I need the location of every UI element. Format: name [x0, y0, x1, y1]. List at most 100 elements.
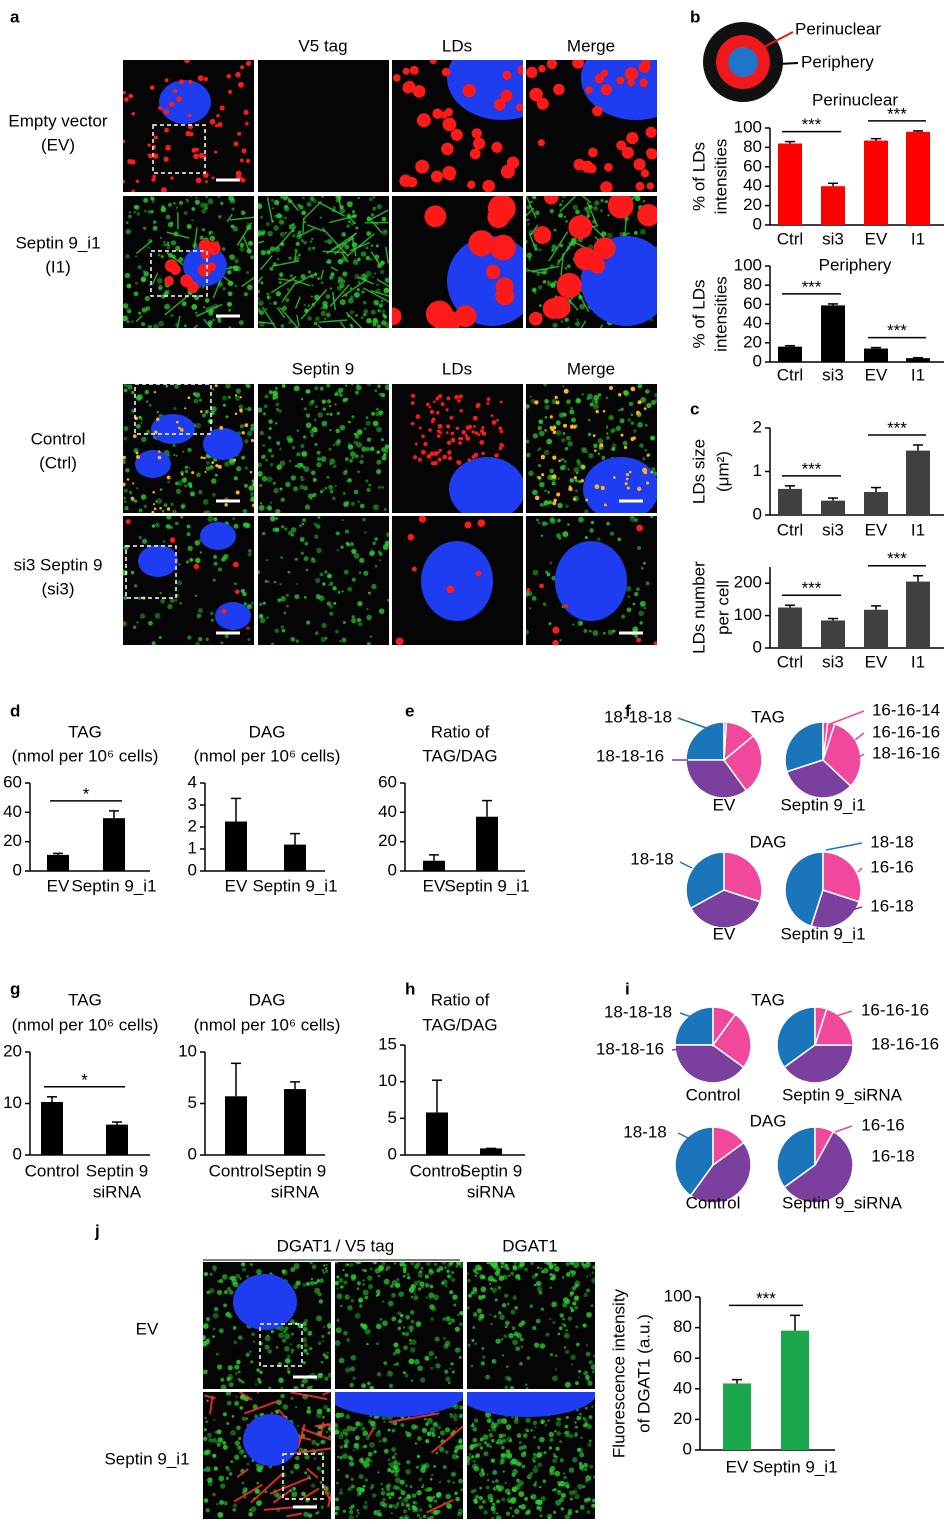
lipid-droplet [200, 250, 211, 260]
green-signal [491, 1287, 497, 1294]
green-signal [371, 583, 377, 590]
y-axis-label: per cell [713, 580, 732, 635]
green-signal [630, 421, 635, 425]
green-signal [203, 1436, 208, 1441]
green-signal [153, 324, 159, 328]
green-signal [473, 1498, 478, 1503]
green-signal [642, 561, 646, 565]
green-signal [151, 641, 156, 645]
lipid-droplet [494, 453, 499, 458]
green-signal [504, 1293, 509, 1298]
green-signal [482, 1499, 486, 1504]
lipid-droplet [414, 442, 418, 446]
green-fiber [293, 250, 298, 263]
pie-slice [674, 1126, 714, 1197]
green-signal [431, 1473, 434, 1477]
green-signal [520, 1345, 524, 1349]
green-signal [370, 1483, 375, 1489]
lipid-droplet [446, 424, 451, 429]
green-signal [235, 1395, 238, 1399]
green-signal [572, 204, 578, 211]
micro-image [123, 196, 254, 328]
micro-image [392, 196, 523, 328]
green-signal [570, 1363, 573, 1366]
lipid-droplet [462, 83, 476, 98]
green-signal [536, 273, 540, 276]
bar [821, 500, 845, 515]
green-signal [513, 1262, 518, 1265]
green-signal [320, 456, 327, 462]
green-signal [320, 196, 324, 198]
green-signal [563, 1324, 567, 1328]
chart-title: Periphery [819, 255, 892, 274]
green-signal [584, 1406, 588, 1410]
green-signal [252, 1340, 255, 1343]
green-signal [220, 1377, 225, 1382]
green-signal [578, 1376, 581, 1379]
lipid-droplet [636, 524, 643, 532]
y-tick-label: 5 [388, 1108, 397, 1127]
lipid-droplet [553, 83, 565, 96]
y-tick-label: 15 [378, 1034, 397, 1053]
y-tick-label: 20 [378, 831, 397, 850]
green-signal [654, 392, 657, 398]
green-fiber [165, 243, 170, 246]
green-signal [208, 311, 214, 316]
green-signal [360, 316, 364, 320]
pie-slice [822, 851, 862, 903]
lipid-droplet [627, 78, 635, 87]
green-signal [320, 307, 323, 310]
green-signal [213, 1306, 219, 1312]
green-signal [221, 1274, 228, 1280]
lipid-droplet [203, 456, 206, 460]
lipid-droplet [252, 483, 254, 487]
green-signal [173, 453, 176, 457]
green-signal [340, 545, 344, 549]
green-signal [222, 395, 228, 401]
green-signal [322, 488, 325, 491]
leader-line [677, 717, 713, 731]
green-signal [273, 580, 277, 584]
green-signal [516, 1433, 522, 1438]
green-signal [525, 1383, 528, 1386]
green-signal [609, 531, 615, 536]
green-signal [302, 1326, 308, 1332]
lipid-droplet [429, 451, 435, 457]
green-signal [398, 1291, 404, 1297]
green-signal [300, 274, 306, 280]
green-fiber [320, 269, 325, 280]
green-signal [460, 1488, 463, 1492]
lipid-droplet [147, 143, 151, 147]
green-signal [480, 1286, 487, 1293]
y-axis-label: intensities [711, 276, 730, 352]
green-signal [227, 291, 233, 297]
green-signal [501, 1446, 505, 1450]
lipid-droplet [479, 440, 485, 445]
green-signal [256, 1500, 262, 1506]
green-signal [273, 301, 277, 305]
green-signal [278, 280, 282, 284]
green-signal [315, 316, 320, 321]
green-fiber [266, 197, 274, 223]
lipid-droplet [498, 446, 503, 451]
lipid-droplet [234, 589, 240, 595]
green-signal [378, 552, 383, 556]
green-signal [273, 214, 277, 218]
green-signal [543, 1262, 548, 1265]
green-signal [383, 508, 387, 511]
pie-slice [822, 722, 862, 788]
green-signal [579, 1464, 585, 1470]
lipid-droplet [450, 431, 455, 436]
green-signal [287, 1354, 291, 1359]
green-signal [426, 1431, 432, 1437]
green-signal [192, 392, 197, 396]
green-signal [304, 504, 311, 510]
green-signal [250, 1506, 257, 1513]
green-signal [526, 1474, 532, 1480]
green-signal [380, 260, 385, 266]
column-header: V5 tag [345, 1236, 394, 1255]
lipid-droplet [555, 400, 560, 405]
green-signal [382, 1417, 385, 1420]
green-signal [381, 1300, 385, 1303]
green-signal [200, 202, 206, 208]
